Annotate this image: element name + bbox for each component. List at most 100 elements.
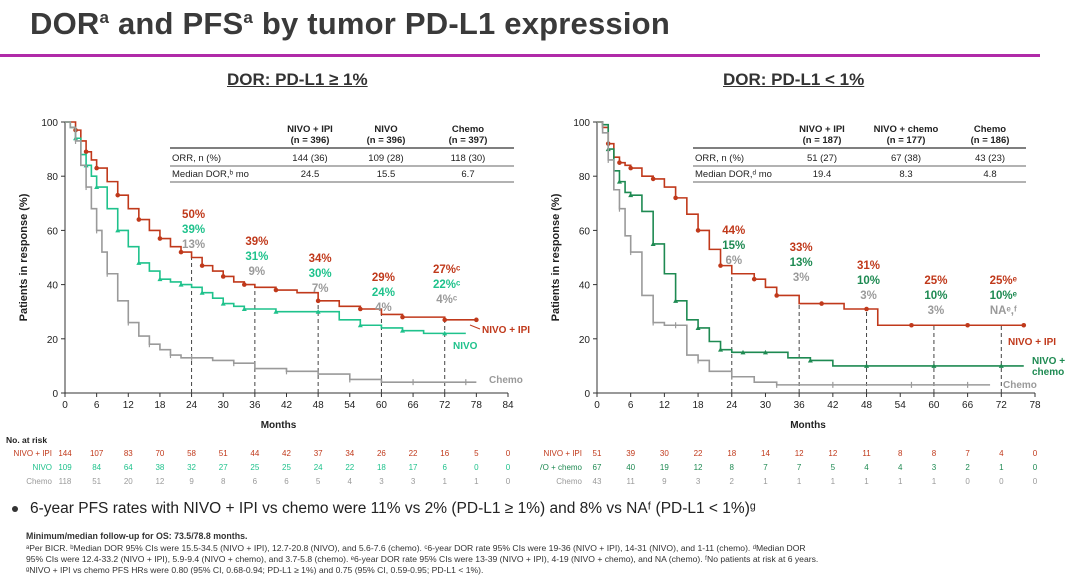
- at-risk-value: 12: [795, 449, 804, 458]
- at-risk-value: 44: [250, 449, 259, 458]
- y-tick-label: 100: [573, 118, 590, 129]
- at-risk-value: 26: [377, 449, 386, 458]
- at-risk-value: 6: [442, 463, 447, 472]
- censor-mark: [819, 301, 824, 306]
- at-risk-value: 24: [314, 463, 323, 472]
- pfs-bullet: 6-year PFS rates with NIVO + IPI vs chem…: [12, 500, 756, 518]
- censor-mark: [357, 322, 363, 328]
- at-risk-value: 0: [506, 463, 511, 472]
- rate-label: 27%ᶜ: [433, 264, 461, 276]
- at-risk-value: 1: [898, 477, 903, 486]
- x-tick-label: 60: [376, 400, 388, 411]
- x-tick-label: 54: [895, 400, 907, 411]
- table-row-label: Median DOR,ᵇ mo: [172, 169, 249, 180]
- table-cell: 144 (36): [292, 153, 327, 164]
- at-risk-value: 0: [1033, 463, 1038, 472]
- at-risk-value: 3: [379, 477, 384, 486]
- censor-mark: [273, 287, 279, 293]
- at-risk-value: 4: [898, 463, 903, 472]
- table-row-label: Median DOR,ᵈ mo: [695, 169, 772, 180]
- table-header: NIVO: [374, 124, 397, 135]
- censor-mark: [358, 306, 363, 312]
- censor-mark: [909, 322, 914, 328]
- at-risk-value: 84: [92, 463, 101, 472]
- at-risk-value: 51: [92, 477, 101, 486]
- at-risk-value: 39: [626, 449, 635, 458]
- censor-mark: [774, 293, 779, 298]
- rate-label: 4%ᶜ: [436, 294, 458, 306]
- y-axis-label: Patients in response (%): [18, 193, 30, 321]
- x-tick-label: 6: [628, 400, 634, 411]
- at-risk-value: 32: [187, 463, 196, 472]
- rate-label: 30%: [309, 268, 332, 280]
- rate-label: 29%: [372, 272, 395, 284]
- x-tick-label: 42: [281, 400, 293, 411]
- table-header: (n = 397): [449, 135, 488, 146]
- at-risk-value: 1: [442, 477, 447, 486]
- y-tick-label: 20: [579, 335, 591, 346]
- censor-mark: [199, 290, 205, 295]
- series-line-nivo-chemo: [597, 121, 1024, 367]
- table-header: (n = 187): [803, 135, 842, 146]
- curve-label: Chemo: [1003, 380, 1037, 391]
- at-risk-label: Chemo: [556, 477, 582, 486]
- x-tick-label: 42: [827, 400, 839, 411]
- at-risk-value: 12: [828, 449, 837, 458]
- left-chart-title: DOR: PD-L1 ≥ 1%: [227, 70, 368, 89]
- series-line-chemo: [65, 121, 477, 383]
- rate-label: 39%: [182, 224, 205, 236]
- table-cell: 43 (23): [975, 153, 1005, 164]
- censor-mark: [1021, 322, 1027, 328]
- at-risk-value: 2: [965, 463, 970, 472]
- x-axis-label: Months: [790, 420, 826, 431]
- at-risk-value: 34: [345, 449, 354, 458]
- at-risk-value: 11: [627, 477, 636, 486]
- table-row-label: ORR, n (%): [695, 153, 744, 164]
- x-tick-label: 48: [861, 400, 873, 411]
- table-header: NIVO + IPI: [287, 124, 333, 135]
- censor-mark: [94, 184, 100, 190]
- x-tick-label: 36: [794, 400, 806, 411]
- curve-label: Chemo: [489, 375, 523, 386]
- footnote-line-2: 95% CIs were 12.4-33.2 (NIVO + IPI), 5.9…: [26, 554, 819, 564]
- x-tick-label: 24: [186, 400, 198, 411]
- x-tick-label: 84: [502, 400, 514, 411]
- censor-mark: [442, 330, 448, 336]
- table-cell: 109 (28): [368, 153, 403, 164]
- table-cell: 6.7: [461, 169, 474, 180]
- y-tick-label: 40: [579, 281, 591, 292]
- at-risk-label: Chemo: [26, 477, 52, 486]
- rate-label: 9%: [249, 266, 266, 278]
- censor-mark: [751, 276, 757, 282]
- table-cell: 19.4: [813, 169, 832, 180]
- table-header: Chemo: [452, 124, 484, 135]
- at-risk-label: NIVO + IPI: [544, 449, 582, 458]
- at-risk-value: 83: [124, 449, 133, 458]
- y-tick-label: 0: [52, 389, 58, 400]
- rate-label: 3%: [793, 272, 810, 284]
- censor-mark: [400, 328, 406, 333]
- curve-label-leader: [469, 324, 481, 330]
- censor-mark: [740, 349, 746, 355]
- rate-label: 31%: [857, 260, 880, 272]
- table-header: (n = 396): [367, 135, 406, 146]
- censor-mark: [965, 322, 970, 328]
- x-tick-label: 0: [594, 400, 600, 411]
- at-risk-value: 1: [864, 477, 869, 486]
- at-risk-value: 144: [58, 449, 72, 458]
- x-tick-label: 30: [218, 400, 230, 411]
- censor-mark: [931, 363, 937, 368]
- censor-mark: [807, 357, 813, 363]
- y-tick-label: 100: [41, 118, 58, 129]
- at-risk-title: No. at risk: [6, 435, 47, 445]
- at-risk-value: 51: [593, 449, 602, 458]
- rate-label: 24%: [372, 287, 395, 299]
- at-risk-value: 18: [727, 449, 736, 458]
- at-risk-value: 7: [965, 449, 970, 458]
- at-risk-value: 4: [864, 463, 869, 472]
- curve-label: chemo: [1032, 367, 1064, 378]
- at-risk-value: 3: [932, 463, 937, 472]
- censor-mark: [864, 363, 870, 368]
- at-risk-value: 51: [219, 449, 228, 458]
